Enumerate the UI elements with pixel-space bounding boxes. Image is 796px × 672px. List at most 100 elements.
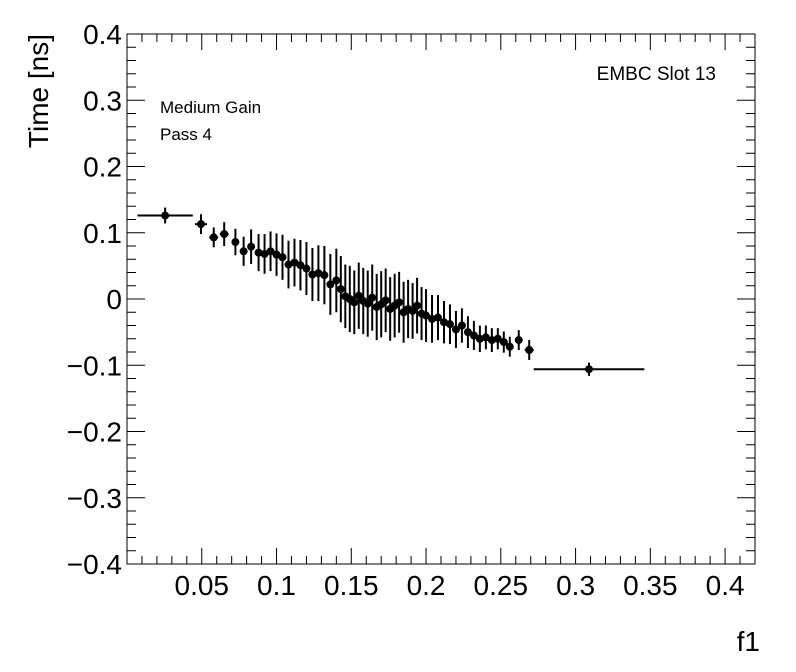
data-point	[266, 231, 275, 272]
y-tick-label: 0.3	[83, 85, 122, 116]
data-point	[296, 240, 305, 291]
data-marker	[363, 299, 372, 308]
data-point	[308, 247, 317, 301]
data-marker	[525, 346, 534, 355]
x-tick-label: 0.1	[257, 570, 296, 601]
annotation-slot: EMBC Slot 13	[597, 64, 716, 85]
data-point	[231, 228, 240, 256]
data-marker	[354, 291, 363, 300]
data-point	[350, 270, 359, 335]
data-marker	[475, 334, 484, 343]
data-marker	[302, 264, 311, 273]
y-tick-label: −0.4	[67, 549, 122, 580]
data-point	[457, 308, 466, 343]
data-marker	[457, 321, 466, 330]
data-point	[254, 234, 263, 272]
x-tick-label: 0.25	[474, 570, 529, 601]
data-marker	[469, 331, 478, 340]
data-point	[219, 222, 229, 246]
data-point	[434, 295, 443, 341]
data-marker	[272, 250, 281, 259]
data-point	[247, 229, 256, 264]
data-point	[332, 248, 341, 313]
data-marker	[493, 334, 502, 343]
data-marker	[445, 320, 454, 329]
data-marker	[381, 296, 390, 305]
data-marker	[368, 293, 377, 302]
data-marker	[463, 328, 472, 337]
data-marker	[350, 298, 359, 307]
data-point	[290, 238, 299, 287]
data-marker	[326, 280, 335, 289]
axis-ticks	[127, 33, 756, 565]
data-point	[320, 246, 329, 305]
x-tick-label: 0.15	[324, 570, 379, 601]
data-point	[354, 262, 363, 329]
data-marker	[499, 338, 508, 347]
data-marker	[290, 258, 299, 267]
y-tick-label: −0.3	[67, 483, 122, 514]
data-marker	[422, 311, 431, 320]
x-tick-label: 0.3	[556, 570, 595, 601]
data-point	[272, 233, 281, 276]
y-tick-label: −0.2	[67, 417, 122, 448]
data-point	[368, 264, 377, 331]
data-marker	[266, 247, 275, 256]
data-marker	[408, 306, 417, 315]
x-tick-label: 0.05	[175, 570, 230, 601]
x-tick-label: 0.35	[623, 570, 678, 601]
data-point	[363, 270, 372, 337]
data-point	[422, 289, 431, 343]
data-marker	[336, 285, 345, 294]
data-marker	[481, 333, 490, 342]
data-marker	[428, 314, 437, 323]
data-point	[195, 214, 207, 235]
data-marker	[197, 220, 206, 229]
x-axis-title: f1	[737, 626, 760, 657]
data-point	[239, 236, 248, 266]
data-point	[487, 328, 496, 352]
data-points	[137, 207, 645, 376]
data-point	[499, 331, 508, 353]
x-tick-label: 0.2	[407, 570, 446, 601]
y-tick-label: 0	[106, 284, 122, 315]
y-tick-label: −0.1	[67, 350, 122, 381]
data-point	[377, 271, 386, 338]
data-marker	[434, 313, 443, 322]
data-marker	[505, 342, 514, 351]
data-marker	[487, 336, 496, 345]
annotation-gain: Medium Gain	[160, 98, 261, 117]
data-marker	[332, 276, 341, 285]
data-marker	[278, 253, 287, 262]
data-point	[381, 268, 390, 333]
data-point	[469, 320, 478, 351]
data-point	[463, 316, 472, 349]
data-marker	[254, 248, 263, 257]
y-tick-label: 0.1	[83, 218, 122, 249]
data-point	[505, 336, 514, 357]
data-point	[209, 227, 219, 248]
data-point	[399, 281, 408, 343]
data-point	[137, 207, 193, 224]
data-point	[395, 271, 404, 333]
data-marker	[161, 211, 170, 220]
data-point	[326, 253, 335, 315]
data-point	[514, 330, 523, 351]
data-marker	[220, 230, 229, 239]
data-point	[278, 234, 287, 280]
data-point	[260, 234, 269, 274]
data-point	[336, 255, 345, 323]
data-point	[533, 362, 645, 376]
data-marker	[247, 242, 256, 251]
data-marker	[296, 261, 305, 270]
data-marker	[239, 247, 248, 256]
data-point	[493, 328, 502, 350]
data-point	[413, 277, 422, 334]
data-marker	[320, 271, 329, 280]
y-axis-title: Time [ns]	[23, 34, 54, 148]
annotation-pass: Pass 4	[160, 125, 212, 144]
data-marker	[585, 365, 594, 374]
data-point	[408, 283, 417, 339]
data-point	[524, 340, 534, 360]
